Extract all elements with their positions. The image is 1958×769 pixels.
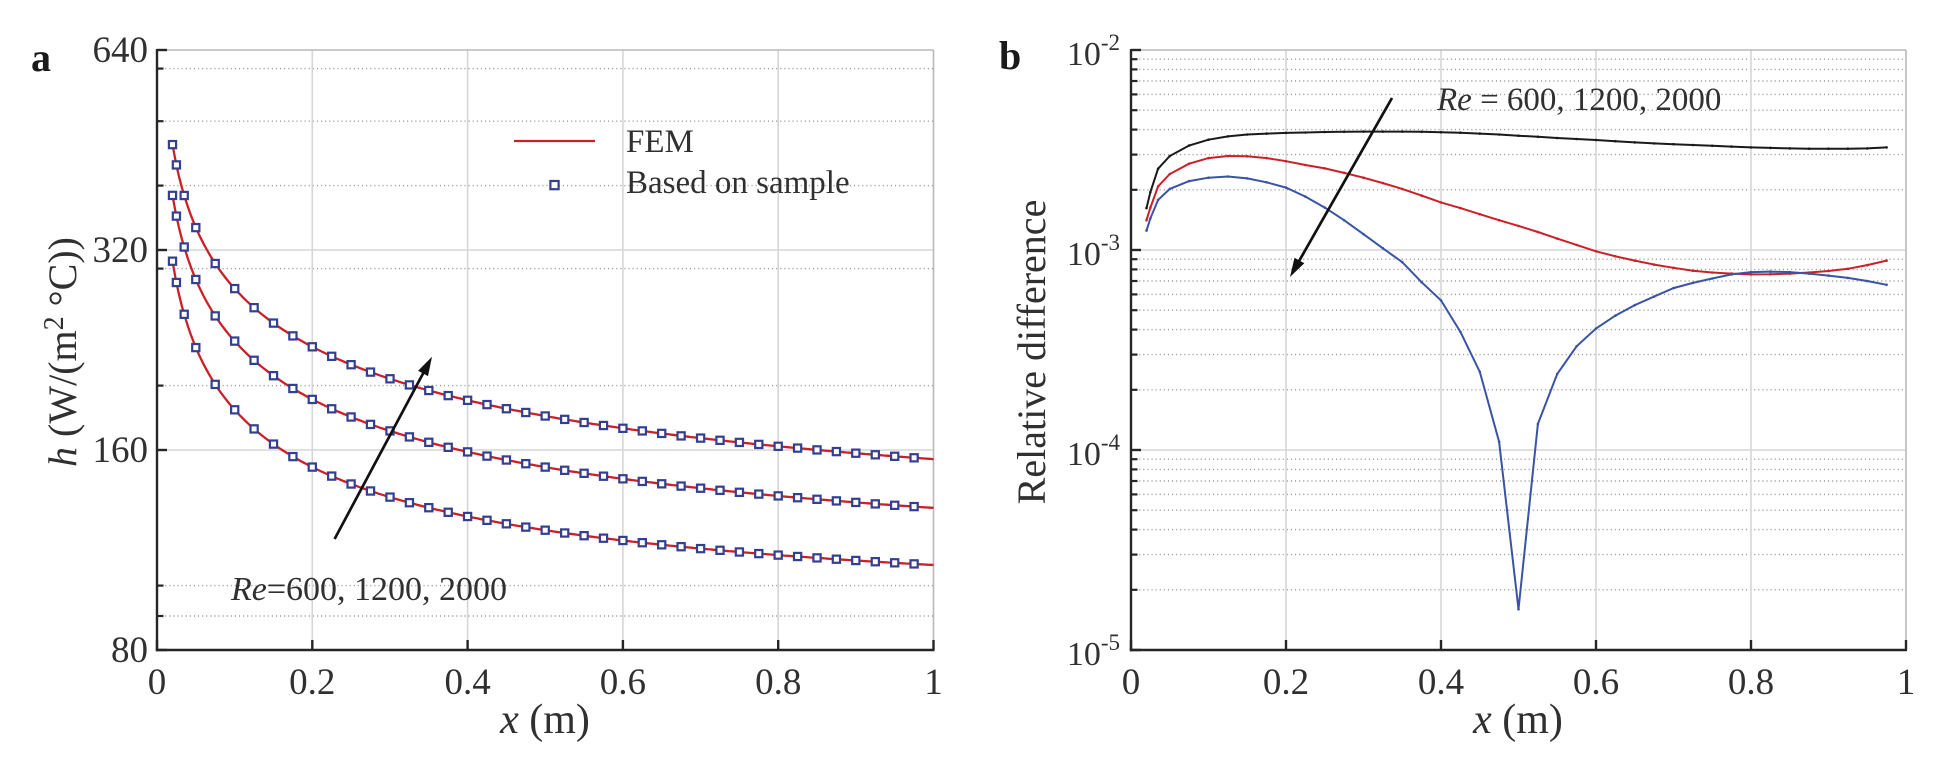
svg-text:Based on sample: Based on sample: [626, 165, 850, 201]
svg-text:Re = 600, 1200, 2000: Re = 600, 1200, 2000: [1436, 82, 1721, 118]
svg-text:1: 1: [1897, 662, 1916, 703]
svg-text:320: 320: [93, 230, 149, 271]
svg-text:x (m): x (m): [1472, 697, 1563, 743]
svg-text:10-5: 10-5: [1067, 630, 1120, 673]
svg-text:0: 0: [1122, 662, 1141, 703]
svg-text:0.6: 0.6: [1573, 662, 1619, 703]
svg-text:160: 160: [93, 430, 149, 471]
svg-text:Relative difference: Relative difference: [1009, 200, 1054, 505]
svg-text:h (W/(m2 °C)): h (W/(m2 °C)): [39, 237, 85, 467]
svg-text:1: 1: [924, 662, 943, 703]
svg-text:80: 80: [111, 630, 148, 671]
svg-text:10-2: 10-2: [1067, 30, 1120, 73]
svg-text:Re=600, 1200, 2000: Re=600, 1200, 2000: [230, 571, 507, 608]
svg-text:FEM: FEM: [626, 124, 694, 160]
svg-text:0.4: 0.4: [1418, 662, 1464, 703]
svg-text:0.4: 0.4: [444, 662, 490, 703]
svg-text:0.8: 0.8: [1728, 662, 1774, 703]
svg-text:0.2: 0.2: [1263, 662, 1309, 703]
svg-text:0.8: 0.8: [755, 662, 801, 703]
svg-text:640: 640: [93, 30, 149, 71]
svg-text:0: 0: [148, 662, 167, 703]
svg-text:b: b: [999, 33, 1021, 78]
svg-text:a: a: [31, 35, 51, 80]
svg-text:0.6: 0.6: [600, 662, 646, 703]
svg-text:0.2: 0.2: [289, 662, 335, 703]
svg-text:x (m): x (m): [499, 697, 590, 743]
